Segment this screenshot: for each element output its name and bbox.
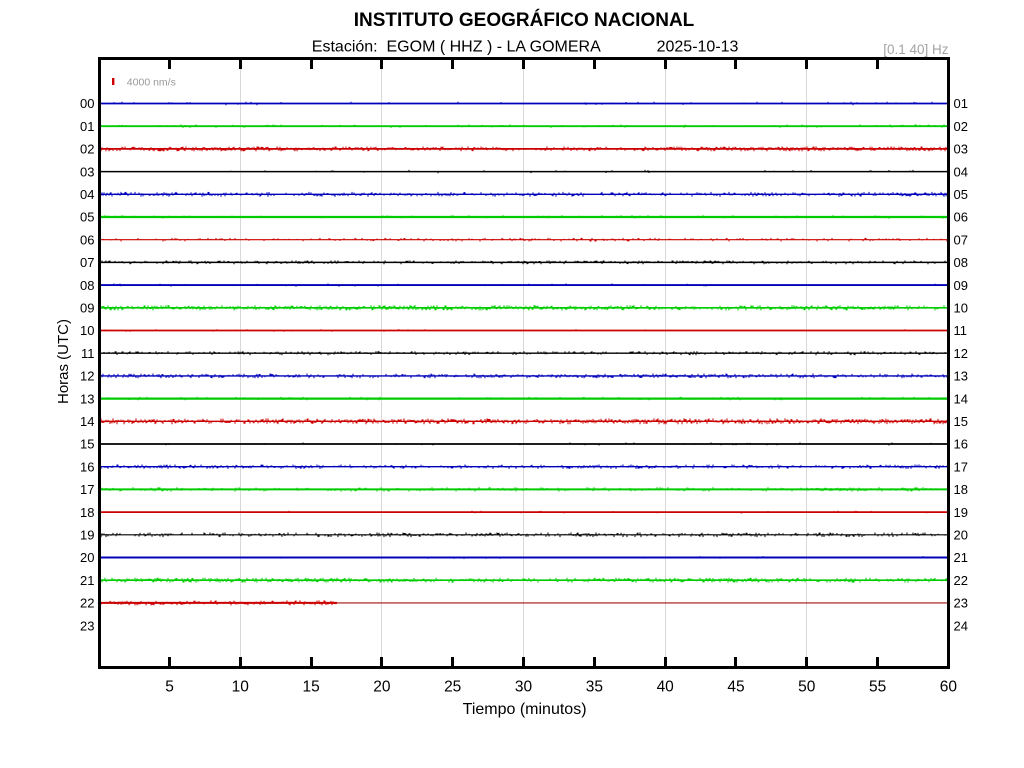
svg-text:15: 15 (302, 679, 319, 696)
svg-text:20: 20 (954, 528, 968, 543)
svg-text:20: 20 (373, 679, 391, 696)
svg-text:10: 10 (954, 301, 968, 316)
svg-text:Horas (UTC): Horas (UTC) (55, 319, 72, 404)
svg-text:40: 40 (657, 679, 675, 696)
svg-text:08: 08 (80, 278, 94, 293)
svg-text:09: 09 (954, 278, 968, 293)
svg-text:25: 25 (444, 679, 461, 696)
svg-text:01: 01 (954, 96, 968, 111)
svg-text:17: 17 (80, 482, 94, 497)
svg-text:10: 10 (80, 323, 94, 338)
svg-text:13: 13 (80, 391, 94, 406)
svg-text:17: 17 (954, 459, 968, 474)
svg-text:22: 22 (80, 596, 94, 611)
svg-text:16: 16 (80, 459, 94, 474)
svg-text:00: 00 (80, 96, 94, 111)
svg-text:21: 21 (80, 573, 94, 588)
svg-text:2025-10-13: 2025-10-13 (657, 39, 739, 56)
svg-text:03: 03 (954, 142, 968, 157)
svg-text:02: 02 (80, 142, 94, 157)
svg-text:20: 20 (80, 550, 94, 565)
svg-text:50: 50 (798, 679, 816, 696)
svg-text:24: 24 (954, 618, 968, 633)
svg-text:55: 55 (869, 679, 886, 696)
svg-text:[0.1 40] Hz: [0.1 40] Hz (883, 42, 949, 57)
svg-text:13: 13 (954, 369, 968, 384)
svg-text:04: 04 (954, 164, 968, 179)
svg-text:19: 19 (954, 505, 968, 520)
svg-text:5: 5 (165, 679, 174, 696)
svg-text:15: 15 (954, 414, 968, 429)
svg-text:03: 03 (80, 164, 94, 179)
svg-text:22: 22 (954, 573, 968, 588)
svg-text:30: 30 (515, 679, 533, 696)
svg-text:11: 11 (954, 323, 968, 338)
svg-text:07: 07 (954, 232, 968, 247)
svg-text:10: 10 (232, 679, 250, 696)
svg-text:09: 09 (80, 301, 94, 316)
svg-text:12: 12 (954, 346, 968, 361)
svg-text:05: 05 (954, 187, 968, 202)
svg-text:04: 04 (80, 187, 94, 202)
svg-text:07: 07 (80, 255, 94, 270)
svg-text:15: 15 (80, 437, 94, 452)
svg-text:23: 23 (80, 618, 94, 633)
svg-text:11: 11 (81, 346, 95, 361)
svg-text:INSTITUTO GEOGRÁFICO NACIONAL: INSTITUTO GEOGRÁFICO NACIONAL (354, 9, 695, 31)
svg-text:19: 19 (80, 528, 94, 543)
svg-text:18: 18 (954, 482, 968, 497)
svg-text:Tiempo (minutos): Tiempo (minutos) (463, 701, 587, 718)
svg-text:06: 06 (954, 210, 968, 225)
svg-text:4000 nm/s: 4000 nm/s (127, 77, 176, 89)
svg-text:14: 14 (80, 414, 94, 429)
svg-text:02: 02 (954, 119, 968, 134)
svg-text:60: 60 (940, 679, 958, 696)
svg-text:12: 12 (80, 369, 94, 384)
svg-text:Estación: EGOM ( HHZ ) - LA G: Estación: EGOM ( HHZ ) - LA GOMERA (312, 39, 601, 56)
svg-text:45: 45 (727, 679, 744, 696)
svg-text:18: 18 (80, 505, 94, 520)
svg-text:35: 35 (586, 679, 603, 696)
svg-text:05: 05 (80, 210, 94, 225)
svg-text:21: 21 (954, 550, 968, 565)
svg-text:06: 06 (80, 232, 94, 247)
svg-text:14: 14 (954, 391, 968, 406)
svg-text:08: 08 (954, 255, 968, 270)
svg-text:23: 23 (954, 596, 968, 611)
svg-text:16: 16 (954, 437, 968, 452)
svg-text:01: 01 (80, 119, 94, 134)
